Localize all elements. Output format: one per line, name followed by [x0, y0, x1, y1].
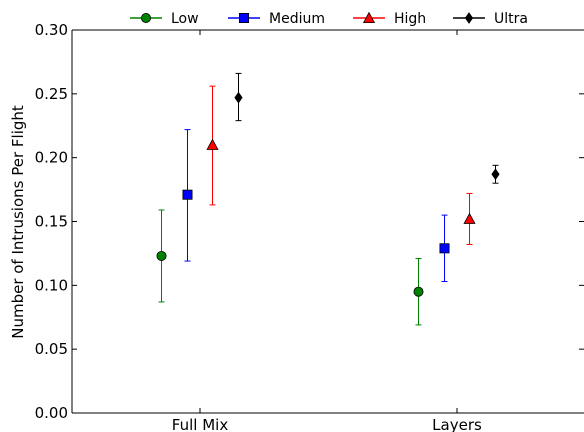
legend-item-low: Low: [130, 11, 199, 27]
legend-marker: [362, 11, 376, 23]
series-high: [206, 85, 476, 245]
series-medium: [182, 129, 450, 283]
y-tick-label: 0.00: [35, 404, 68, 422]
x-tick-label: Full Mix: [172, 416, 229, 432]
legend-label: Low: [171, 11, 199, 27]
data-point: [234, 91, 243, 104]
series-low: [156, 209, 424, 326]
x-tick-label: Layers: [432, 416, 482, 432]
data-point: [182, 189, 193, 200]
y-tick-label: 0.30: [35, 21, 68, 39]
data-point: [413, 286, 424, 297]
legend-item-ultra: Ultra: [453, 11, 528, 27]
y-tick-label: 0.25: [35, 85, 68, 103]
legend: Low Medium High Ultra: [130, 11, 528, 27]
legend-marker: [238, 12, 249, 23]
y-axis-label: Number of Intrusions Per Flight: [9, 105, 27, 339]
y-tick-label: 0.15: [35, 213, 68, 231]
y-tick-label: 0.10: [35, 276, 68, 294]
legend-item-high: High: [353, 11, 426, 27]
legend-label: High: [394, 11, 426, 27]
y-tick-label: 0.20: [35, 149, 68, 167]
legend-marker: [464, 12, 474, 24]
y-tick-label: 0.05: [35, 340, 68, 358]
legend-item-medium: Medium: [228, 11, 325, 27]
legend-label: Ultra: [494, 11, 528, 27]
data-point: [491, 168, 500, 181]
data-point: [156, 250, 167, 261]
legend-label: Medium: [269, 11, 325, 27]
data-point: [463, 212, 476, 224]
legend-marker: [140, 12, 151, 23]
data-point: [206, 138, 219, 150]
series-ultra: [234, 72, 500, 184]
plot-area: 0.00 0.05 0.10 0.15 0.20 0.25 0.30 Full Mix Laye…: [35, 21, 584, 432]
data-point: [439, 243, 450, 254]
